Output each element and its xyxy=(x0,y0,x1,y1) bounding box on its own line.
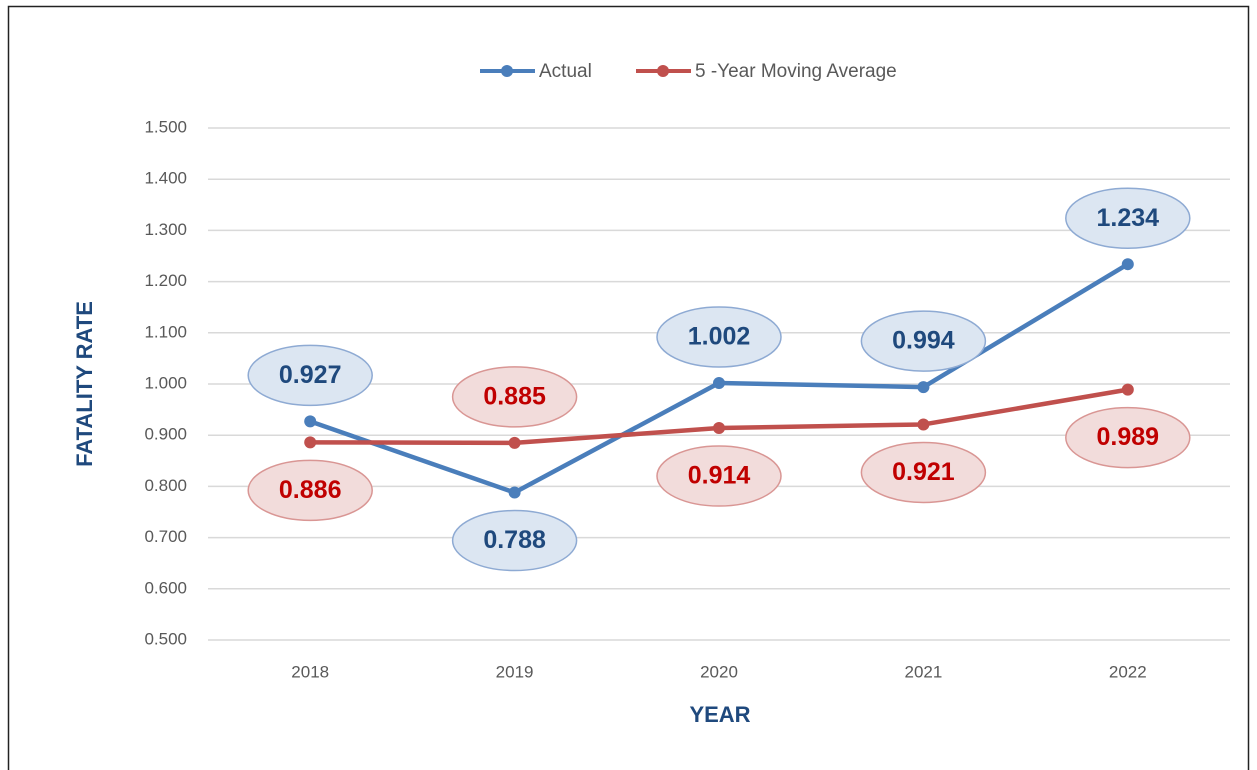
y-axis-title: FATALITY RATE xyxy=(72,301,97,467)
data-label: 1.234 xyxy=(1097,204,1160,232)
data-label-bubble xyxy=(1065,406,1191,469)
point xyxy=(713,376,725,389)
legend-label: Actual xyxy=(539,61,592,82)
data-label-bubble xyxy=(656,306,782,368)
y-tick-label: 1.400 xyxy=(144,169,187,188)
point xyxy=(508,486,521,499)
x-axis-title: YEAR xyxy=(689,702,750,727)
y-tick-label: 0.800 xyxy=(144,476,187,495)
data-label: 0.994 xyxy=(892,327,955,355)
data-label: 0.914 xyxy=(688,462,751,490)
y-tick-label: 0.700 xyxy=(144,527,187,546)
y-tick-label: 1.500 xyxy=(144,117,187,136)
point xyxy=(304,436,317,449)
data-label: 0.989 xyxy=(1097,423,1160,451)
data-label: 0.886 xyxy=(279,476,342,504)
point xyxy=(304,415,317,428)
y-tick-label: 1.100 xyxy=(144,322,187,341)
data-label-bubble xyxy=(451,366,578,428)
x-tick-label: 2022 xyxy=(1109,662,1147,681)
y-tick-label: 0.600 xyxy=(144,578,187,597)
y-tick-label: 1.300 xyxy=(144,220,187,239)
data-label-bubble xyxy=(860,441,987,504)
data-label: 0.921 xyxy=(892,458,955,486)
x-tick-label: 2019 xyxy=(496,662,534,681)
y-tick-label: 1.000 xyxy=(144,373,187,392)
data-label-bubble xyxy=(451,509,578,572)
frame xyxy=(7,5,1250,770)
point xyxy=(508,436,521,449)
data-label-bubble xyxy=(247,459,373,522)
data-label-bubble xyxy=(1065,187,1191,249)
point xyxy=(917,381,930,394)
point xyxy=(917,418,930,431)
data-label: 0.885 xyxy=(483,382,546,410)
data-label: 0.927 xyxy=(279,361,342,389)
y-tick-label: 1.200 xyxy=(144,271,187,290)
data-label-bubble xyxy=(247,344,373,407)
data-label: 0.788 xyxy=(483,526,546,554)
point xyxy=(713,422,725,435)
y-tick-label: 0.500 xyxy=(144,629,187,648)
data-label-bubble xyxy=(860,310,987,372)
point xyxy=(1121,383,1134,396)
data-label-bubble xyxy=(656,445,782,507)
data-label: 1.002 xyxy=(688,323,751,351)
x-tick-label: 2021 xyxy=(904,662,942,681)
legend-label: 5 -Year Moving Average xyxy=(695,61,897,82)
x-tick-label: 2018 xyxy=(291,662,329,681)
x-tick-label: 2020 xyxy=(700,662,738,681)
y-tick-label: 0.900 xyxy=(144,425,187,444)
legend-marker xyxy=(501,65,513,77)
point xyxy=(1121,258,1134,271)
legend-marker xyxy=(657,65,669,77)
